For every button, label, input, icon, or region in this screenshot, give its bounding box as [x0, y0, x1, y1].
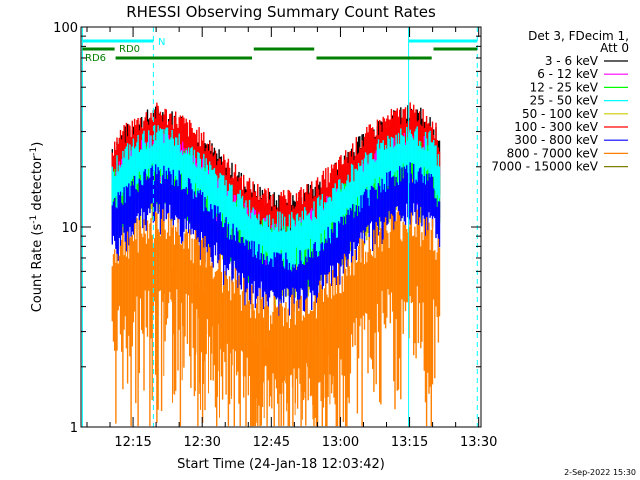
- y-axis-label-sup: -1: [29, 215, 39, 224]
- legend-entry-label: 3 - 6 keV: [545, 54, 599, 68]
- rd0-label: RD0: [119, 44, 140, 55]
- series-800-7000-kev: [111, 209, 441, 427]
- saa-label: N: [158, 37, 165, 48]
- chart-title: RHESSI Observing Summary Count Rates: [126, 3, 436, 21]
- rd6-label: RD6: [85, 53, 106, 64]
- y-axis-label-sup2: -1: [29, 147, 39, 156]
- y-axis-label-end: ): [30, 142, 45, 147]
- legend-entry-label: 7000 - 15000 keV: [491, 160, 598, 174]
- legend-entry-label: 25 - 50 keV: [530, 94, 599, 108]
- y-tick-label: 10: [61, 221, 78, 236]
- legend-entry-label: 800 - 7000 keV: [507, 146, 599, 160]
- axes: 1 10 100 12:15 12:30 12:45 13:00 13:15 13:30: [53, 21, 497, 450]
- legend-header-line2: Att 0: [600, 41, 629, 55]
- x-tick-label: 13:30: [460, 435, 497, 450]
- y-axis-label: Count Rate (s-1 detector-1): [29, 142, 45, 313]
- series-25-50-kev: [111, 125, 441, 280]
- series-300-800-kev: [111, 162, 441, 322]
- legend-entry-label: 100 - 300 keV: [514, 120, 598, 134]
- y-axis-label-main: Count Rate (s: [30, 224, 45, 313]
- x-tick-label: 13:00: [322, 435, 359, 450]
- x-tick-label: 12:45: [253, 435, 290, 450]
- x-axis-label: Start Time (24-Jan-18 12:03:42): [177, 457, 385, 472]
- legend-entry-label: 50 - 100 keV: [522, 107, 599, 121]
- y-tick-label: 100: [53, 21, 78, 36]
- x-tick-label: 12:30: [183, 435, 220, 450]
- x-tick-label: 13:15: [391, 435, 428, 450]
- legend-header-line1: Det 3, FDecim 1,: [528, 29, 629, 43]
- y-tick-label: 1: [70, 421, 78, 436]
- footer-date: 2-Sep-2022 15:30: [564, 468, 636, 477]
- x-tick-label: 12:15: [114, 435, 151, 450]
- legend-entry-label: 6 - 12 keV: [537, 67, 599, 81]
- legend-entry-label: 300 - 800 keV: [514, 133, 598, 147]
- plot-data: [111, 102, 441, 427]
- legend-entry-label: 12 - 25 keV: [530, 80, 599, 94]
- y-axis-label-rest: detector: [30, 155, 45, 215]
